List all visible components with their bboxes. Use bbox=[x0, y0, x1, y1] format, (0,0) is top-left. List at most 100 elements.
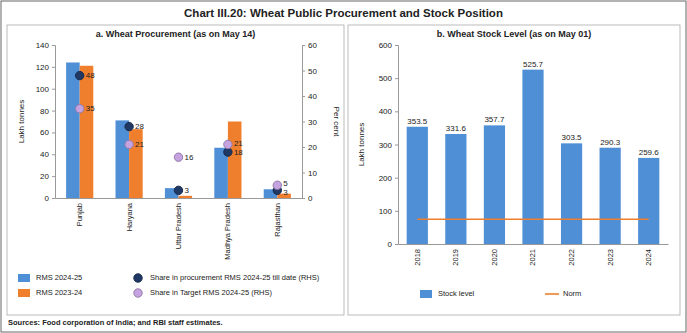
tick-label: 0 bbox=[388, 240, 393, 249]
x-axis: PunjabHaryanaUttar PradeshMadhya Pradesh… bbox=[56, 198, 303, 260]
tick: 2018 bbox=[413, 244, 422, 266]
tick-mark bbox=[395, 111, 398, 112]
tick: Punjab bbox=[75, 198, 84, 226]
legend-label: RMS 2023-24 bbox=[36, 288, 82, 297]
tick: 60 bbox=[40, 128, 55, 137]
bar bbox=[179, 196, 193, 198]
tick: 20 bbox=[302, 143, 317, 152]
tick-mark bbox=[302, 122, 305, 123]
data-labels: 353.5331.6357.7525.7303.5290.3259.6 bbox=[407, 60, 659, 157]
tick-label: 20 bbox=[40, 172, 49, 181]
tick: 2019 bbox=[451, 244, 460, 266]
tick-label: 40 bbox=[308, 92, 317, 101]
panel: b. Wheat Stock Level (as on May 01)01002… bbox=[348, 25, 680, 315]
y2-axis-title: Per cent bbox=[332, 107, 341, 138]
tick: 500 bbox=[379, 74, 398, 83]
tick: 20 bbox=[40, 172, 55, 181]
legend-label: Stock level bbox=[438, 289, 475, 298]
tick-mark bbox=[52, 132, 55, 133]
tick: 2024 bbox=[644, 244, 653, 266]
tick-label: 100 bbox=[36, 85, 50, 94]
y-axis-title: Lakh tonnes bbox=[357, 123, 366, 167]
legend-item: Share in procurement RMS 2024-25 till da… bbox=[134, 273, 320, 282]
panel-title: a. Wheat Procurement (as on May 14) bbox=[96, 29, 256, 39]
tick-mark bbox=[395, 178, 398, 179]
tick: 50 bbox=[302, 67, 317, 76]
legend: RMS 2024-25 RMS 2023-24 Share in procureme… bbox=[18, 273, 320, 297]
legend-swatch bbox=[420, 290, 432, 298]
axis-line bbox=[399, 244, 669, 245]
tick-mark bbox=[52, 198, 55, 199]
bar bbox=[561, 143, 582, 244]
point bbox=[273, 181, 281, 189]
data-label: 21 bbox=[135, 140, 144, 149]
tick: 400 bbox=[379, 107, 398, 116]
y-axis-title: Lakh tonnes bbox=[17, 100, 26, 144]
data-label: 35 bbox=[86, 104, 95, 113]
tick-mark bbox=[302, 147, 305, 148]
legend-swatch bbox=[18, 274, 30, 282]
tick-mark bbox=[395, 244, 398, 245]
tick-mark bbox=[395, 78, 398, 79]
point bbox=[224, 140, 232, 148]
legend-label: Share in procurement RMS 2024-25 till da… bbox=[150, 273, 320, 282]
tick-label: 10 bbox=[308, 169, 317, 178]
tick: Rajasthan bbox=[273, 198, 282, 237]
line bbox=[417, 218, 648, 220]
tick-mark bbox=[302, 71, 305, 72]
tick: 40 bbox=[302, 92, 317, 101]
point bbox=[224, 148, 232, 156]
bar bbox=[600, 148, 621, 244]
y2-axis: 0102030405060 bbox=[302, 41, 317, 203]
data-label: 303.5 bbox=[562, 133, 583, 142]
tick: 0 bbox=[302, 194, 313, 203]
x-axis: 2018201920202021202220232024 bbox=[399, 244, 669, 266]
point bbox=[125, 140, 133, 148]
tick-label: 2021 bbox=[528, 249, 537, 266]
tick-mark bbox=[52, 45, 55, 46]
tick-label: 2018 bbox=[413, 249, 422, 266]
bar bbox=[116, 120, 130, 198]
tick-mark bbox=[52, 111, 55, 112]
tick-label: 2022 bbox=[567, 249, 576, 266]
tick: 600 bbox=[379, 41, 398, 50]
tick-mark bbox=[395, 145, 398, 146]
bar bbox=[522, 70, 543, 244]
data-label: 28 bbox=[135, 122, 144, 131]
tick: 300 bbox=[379, 141, 398, 150]
point bbox=[174, 186, 182, 194]
axis-line bbox=[395, 46, 399, 245]
tick-mark bbox=[52, 176, 55, 177]
tick-mark bbox=[395, 45, 398, 46]
outer-frame bbox=[1, 1, 686, 332]
tick-label: 120 bbox=[36, 63, 50, 72]
data-label: 331.6 bbox=[446, 124, 467, 133]
bar bbox=[80, 66, 94, 198]
tick-mark bbox=[52, 89, 55, 90]
legend-item: RMS 2024-25 bbox=[18, 273, 82, 282]
y-axis: 0100200300400500600 bbox=[379, 41, 399, 249]
tick-label: 2024 bbox=[644, 249, 653, 266]
tick-label: 2020 bbox=[490, 249, 499, 266]
tick: Uttar Pradesh bbox=[174, 198, 183, 249]
source-note: Sources: Food corporation of India; and … bbox=[8, 318, 223, 327]
point bbox=[125, 122, 133, 130]
data-label: 290.3 bbox=[600, 138, 621, 147]
tick-label: 500 bbox=[379, 74, 393, 83]
legend-item: Stock level bbox=[420, 289, 475, 298]
tick-label: Rajasthan bbox=[273, 203, 282, 237]
legend-item: RMS 2023-24 bbox=[18, 288, 82, 297]
tick: 100 bbox=[36, 85, 55, 94]
tick: 30 bbox=[302, 118, 317, 127]
tick-label: 300 bbox=[379, 141, 393, 150]
tick-label: 400 bbox=[379, 107, 393, 116]
tick-label: 200 bbox=[379, 174, 393, 183]
data-label: 525.7 bbox=[523, 60, 544, 69]
legend-label: Norm bbox=[563, 289, 581, 298]
chart-title: Chart III.20: Wheat Public Procurement a… bbox=[184, 7, 503, 19]
plot-marks bbox=[66, 62, 291, 198]
tick-label: Uttar Pradesh bbox=[174, 203, 183, 249]
tick-label: 140 bbox=[36, 41, 50, 50]
tick-label: 60 bbox=[40, 128, 49, 137]
plot-marks bbox=[407, 70, 660, 244]
